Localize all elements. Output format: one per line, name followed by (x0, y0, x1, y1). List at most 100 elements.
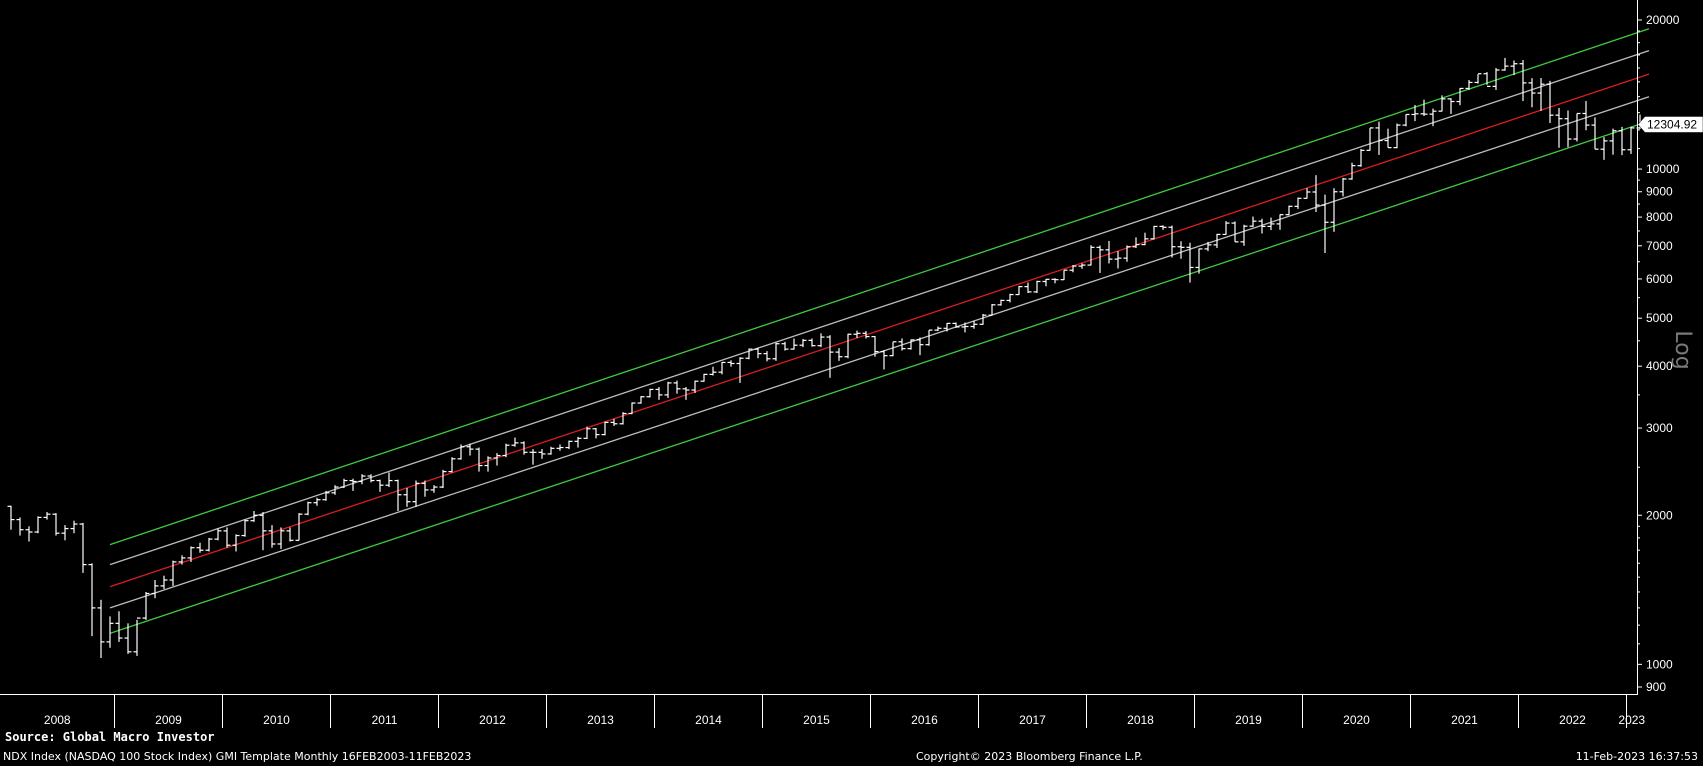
ohlc-bar-2009-07 (169, 560, 177, 586)
ohlc-bar-2013-01 (547, 446, 555, 455)
ohlc-bar-2019-01 (1195, 248, 1203, 274)
ohlc-bar-2010-02 (232, 534, 240, 552)
ohlc-bar-2023-01 (1627, 126, 1635, 154)
ohlc-bar-2022-08 (1582, 101, 1590, 131)
ohlc-bar-2018-08 (1150, 225, 1158, 240)
ohlc-bar-2020-11 (1393, 123, 1401, 149)
ohlc-bar-2016-10 (952, 322, 960, 328)
ohlc-bar-2016-02 (880, 350, 888, 370)
ohlc-bar-2017-01 (979, 313, 987, 325)
ohlc-bar-2008-02 (16, 517, 24, 536)
ohlc-bar-2013-04 (574, 436, 582, 448)
ohlc-bar-2008-01 (7, 505, 15, 530)
ohlc-bar-2017-03 (997, 299, 1005, 306)
ohlc-bar-2011-07 (385, 472, 393, 488)
ohlc-bar-2015-02 (772, 342, 780, 361)
ohlc-bar-2015-05 (799, 338, 807, 348)
ohlc-bar-2010-01 (223, 527, 231, 548)
ohlc-bar-2013-03 (565, 440, 573, 450)
x-tick-label-2017: 2017 (1019, 713, 1046, 727)
regression-channel (109, 28, 1650, 634)
x-tick-label-2009: 2009 (155, 713, 182, 727)
ohlc-bar-2013-12 (646, 388, 654, 398)
y-tick-label: 8000 (1646, 210, 1673, 224)
ohlc-bar-2017-07 (1033, 280, 1041, 294)
y-tick-label: 9000 (1646, 185, 1673, 199)
y-tick-label: 2000 (1646, 508, 1673, 522)
ohlc-bar-2012-03 (457, 444, 465, 460)
y-tick-label: 6000 (1646, 272, 1673, 286)
ohlc-bar-2012-12 (538, 449, 546, 459)
last-value-label: 12304.92 (1647, 117, 1697, 131)
channel-line-upper-outer (109, 28, 1650, 546)
ohlc-bar-2011-11 (421, 480, 429, 497)
ohlc-bar-2016-07 (925, 329, 933, 346)
ohlc-bar-2014-12 (754, 347, 762, 359)
ohlc-bar-2020-03 (1321, 194, 1329, 253)
ohlc-bar-2018-12 (1186, 242, 1194, 283)
ohlc-bar-2017-05 (1015, 285, 1023, 296)
ohlc-bar-2020-04 (1330, 188, 1338, 232)
ohlc-bar-2019-11 (1285, 205, 1293, 216)
ohlc-bar-2017-02 (988, 304, 996, 316)
ohlc-bar-2022-11 (1609, 128, 1617, 155)
ohlc-bar-2020-08 (1366, 127, 1374, 151)
ohlc-bar-2015-01 (763, 351, 771, 362)
ohlc-bar-2021-03 (1429, 108, 1437, 127)
ohlc-bar-2015-06 (808, 338, 816, 347)
ohlc-bar-2008-04 (34, 516, 42, 534)
source-note: Source: Global Macro Investor (5, 730, 215, 744)
ohlc-bar-2016-05 (907, 339, 915, 350)
ohlc-bar-2009-10 (196, 542, 204, 553)
ohlc-bar-2013-02 (556, 444, 564, 451)
channel-line-midline (109, 73, 1650, 588)
ohlc-bar-2015-11 (853, 330, 861, 338)
ohlc-bar-2019-09 (1267, 217, 1275, 231)
ohlc-bar-2019-06 (1240, 224, 1248, 246)
x-tick-label-2020: 2020 (1343, 713, 1370, 727)
ohlc-bar-2013-05 (583, 426, 591, 440)
ohlc-bar-2020-09 (1375, 121, 1383, 155)
ohlc-bar-2015-04 (790, 338, 798, 350)
ohlc-bar-2021-10 (1492, 67, 1500, 90)
ohlc-bar-2014-02 (664, 381, 672, 398)
ohlc-bar-2009-08 (178, 555, 186, 565)
footer-copyright: Copyright© 2023 Bloomberg Finance L.P. (916, 750, 1143, 763)
ohlc-bar-2014-08 (718, 361, 726, 375)
ohlc-bar-2008-07 (61, 525, 69, 541)
ohlc-bar-2008-03 (25, 526, 33, 542)
x-tick-label-2014: 2014 (695, 713, 722, 727)
x-tick-label-2016: 2016 (911, 713, 938, 727)
ohlc-bar-2013-08 (610, 418, 618, 426)
ohlc-bar-2012-02 (448, 457, 456, 473)
ohlc-bar-2019-04 (1222, 221, 1230, 236)
ohlc-bar-2011-02 (340, 478, 348, 489)
ohlc-bar-2015-10 (844, 333, 852, 359)
y-tick-label: 900 (1646, 680, 1666, 694)
ohlc-bar-2012-09 (511, 437, 519, 447)
y-tick-label: 10000 (1646, 162, 1680, 176)
ohlc-bar-2014-11 (745, 348, 753, 360)
ohlc-bar-2022-07 (1573, 112, 1581, 142)
ohlc-bar-2011-03 (349, 478, 357, 491)
ohlc-bar-2014-04 (682, 387, 690, 400)
y-tick-label: 7000 (1646, 239, 1673, 253)
ohlc-bars (7, 57, 1644, 658)
ohlc-bar-2017-06 (1024, 282, 1032, 294)
ohlc-bar-2010-08 (286, 527, 294, 542)
ohlc-bar-2018-04 (1114, 251, 1122, 269)
ohlc-bar-2009-02 (124, 623, 132, 654)
ohlc-bar-2021-02 (1420, 99, 1428, 116)
ohlc-bar-2016-08 (934, 326, 942, 332)
y-tick-label: 4000 (1646, 359, 1673, 373)
ohlc-bar-2020-06 (1348, 162, 1356, 180)
axes: 20000 10000 9000 8000 7000 6000 5000 4000 3000 20… (0, 0, 1703, 728)
ohlc-bar-2012-08 (502, 443, 510, 458)
ohlc-bar-2019-05 (1231, 221, 1239, 243)
ohlc-bar-2008-08 (70, 520, 78, 534)
x-tick-label-2010: 2010 (263, 713, 290, 727)
ohlc-bar-2015-07 (817, 333, 825, 348)
ohlc-bar-2018-01 (1087, 245, 1095, 266)
ohlc-bar-2011-09 (403, 488, 411, 507)
